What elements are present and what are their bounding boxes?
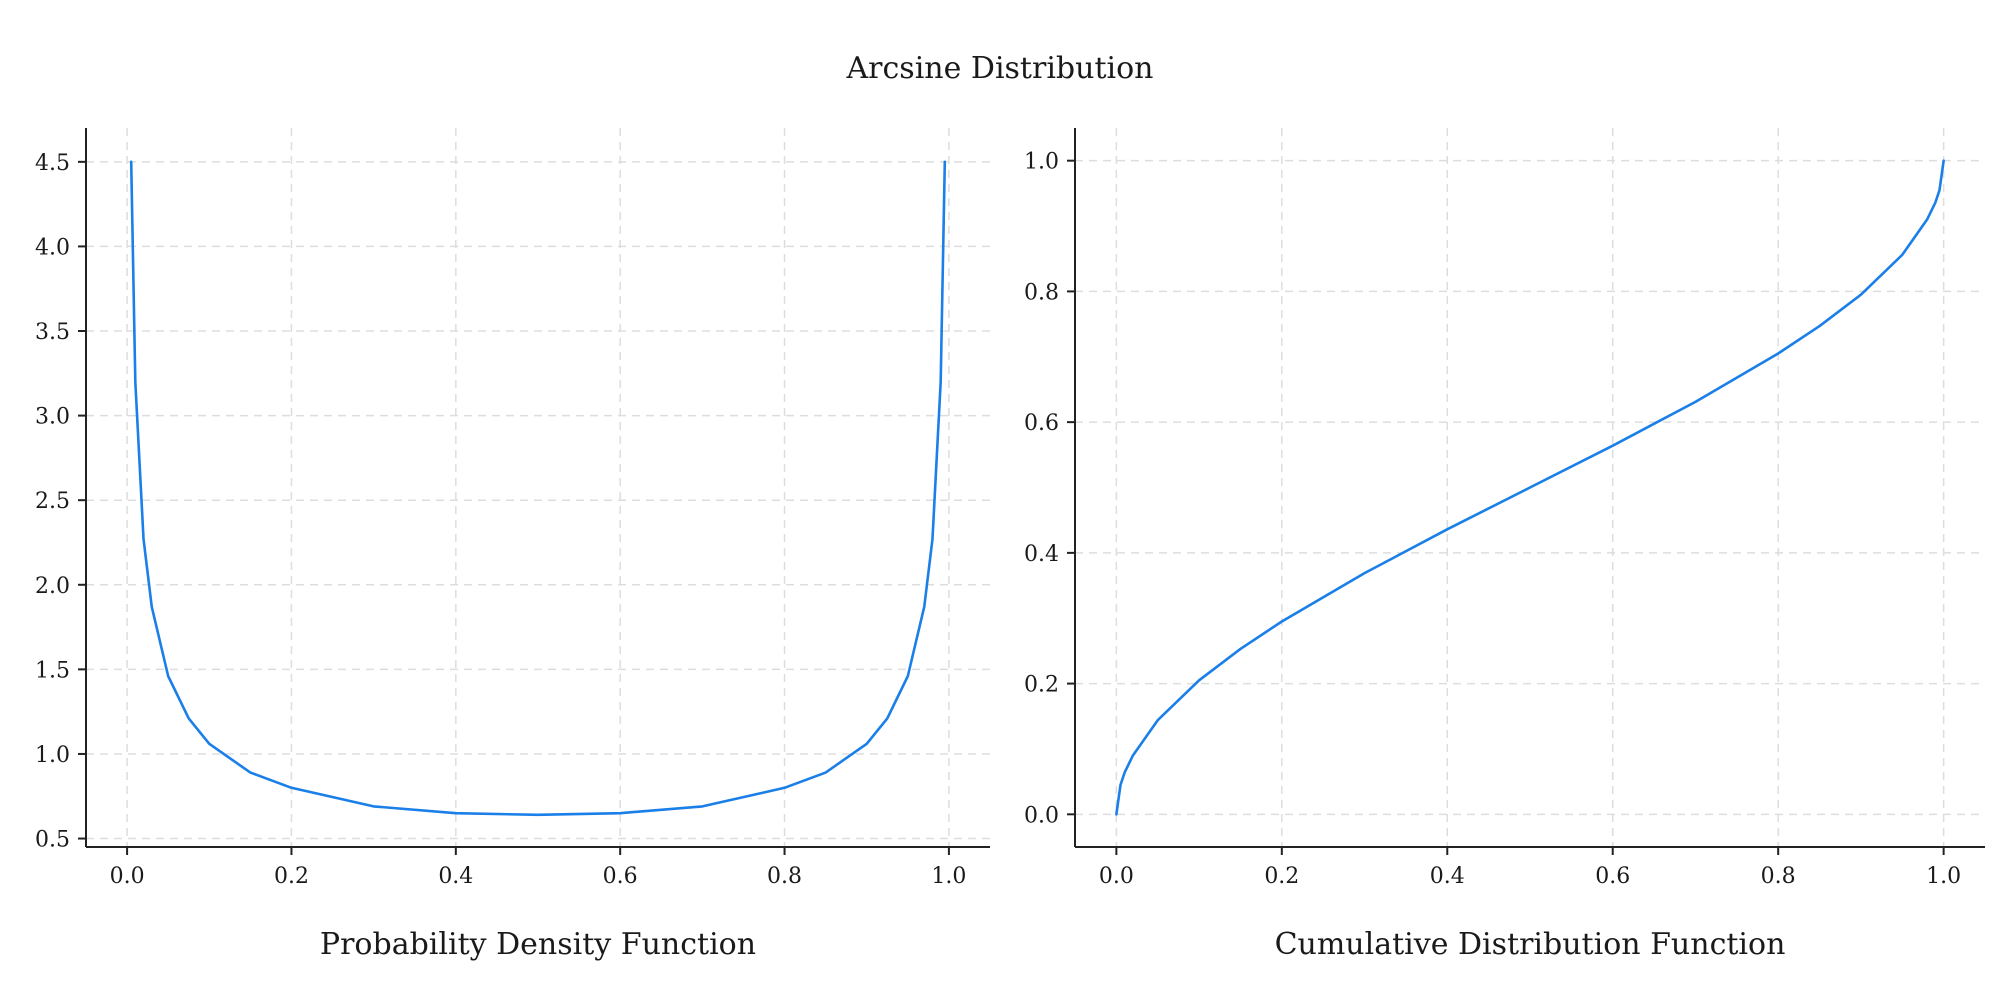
pdf-y-tick-label: 4.0 xyxy=(35,235,70,260)
pdf-y-tick-label: 4.5 xyxy=(35,151,70,176)
cdf-y-tick-label: 1.0 xyxy=(1024,150,1059,175)
pdf-x-tick-label: 1.0 xyxy=(931,864,966,889)
pdf-x-axis-label: Probability Density Function xyxy=(320,927,756,962)
cdf-x-tick-label: 1.0 xyxy=(1926,864,1961,889)
cdf-y-tick-label: 0.8 xyxy=(1024,280,1059,305)
cdf-x-tick-label: 0.2 xyxy=(1264,864,1299,889)
pdf-x-tick-label: 0.2 xyxy=(274,864,309,889)
cdf-x-tick-label: 0.6 xyxy=(1595,864,1630,889)
pdf-y-tick-label: 3.5 xyxy=(35,320,70,345)
pdf-panel: 0.0 0.2 0.4 0.6 0.8 1.0 0.5 1.0 1.5 2.0 2.5 3.0 3.5 4… xyxy=(35,128,990,962)
cdf-y-tick-label: 0.2 xyxy=(1024,673,1059,698)
pdf-series-line xyxy=(129,160,947,817)
cdf-y-tick-label: 0.0 xyxy=(1024,803,1059,828)
pdf-y-tick-label: 1.5 xyxy=(35,658,70,683)
cdf-x-tick-label: 0.4 xyxy=(1430,864,1465,889)
pdf-x-tick-label: 0.0 xyxy=(110,864,145,889)
pdf-y-tick-label: 3.0 xyxy=(35,405,70,430)
cdf-series-line xyxy=(1115,159,1945,816)
pdf-y-tick-label: 0.5 xyxy=(35,828,70,853)
cdf-x-tick-label: 0.8 xyxy=(1761,864,1796,889)
figure-title: Arcsine Distribution xyxy=(845,51,1153,86)
pdf-y-tick-label: 2.0 xyxy=(35,574,70,599)
pdf-x-tick-label: 0.6 xyxy=(603,864,638,889)
pdf-x-tick-label: 0.8 xyxy=(767,864,802,889)
cdf-y-tick-label: 0.6 xyxy=(1024,411,1059,436)
pdf-x-tick-label: 0.4 xyxy=(438,864,473,889)
cdf-panel: 0.0 0.2 0.4 0.6 0.8 1.0 0.0 0.2 0.4 0.6 0.8 1.0 Cumu… xyxy=(1024,128,1985,962)
cdf-y-tick-label: 0.4 xyxy=(1024,542,1059,567)
cdf-x-axis-label: Cumulative Distribution Function xyxy=(1275,927,1786,962)
pdf-y-tick-label: 2.5 xyxy=(35,489,70,514)
pdf-y-tick-label: 1.0 xyxy=(35,743,70,768)
cdf-x-tick-label: 0.0 xyxy=(1099,864,1134,889)
